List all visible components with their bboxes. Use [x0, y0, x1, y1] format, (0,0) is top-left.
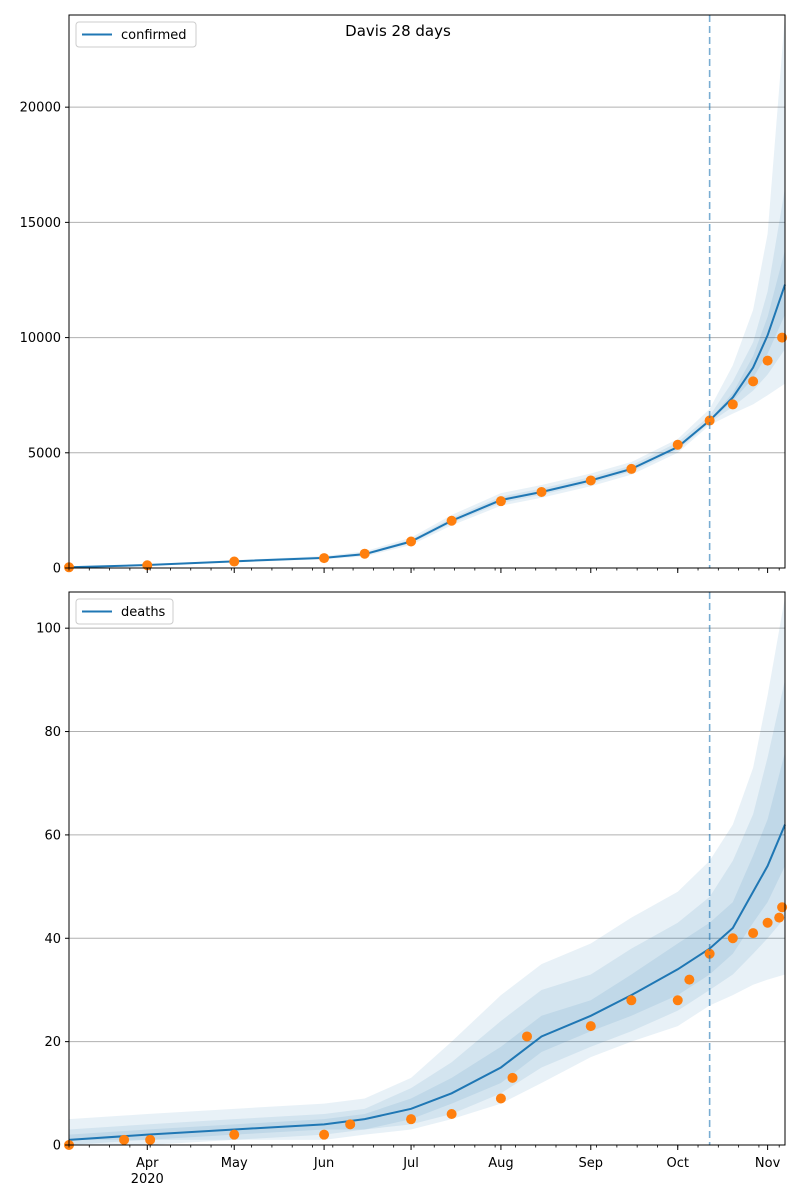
uncertainty-band [69, 679, 785, 1145]
observed-point [626, 463, 637, 474]
observed-point [672, 439, 683, 450]
uncertainty-band [69, 187, 785, 568]
y-tick-label: 10000 [20, 331, 61, 346]
uncertainty-band [69, 250, 785, 568]
observed-point [762, 917, 773, 928]
observed-point [748, 928, 759, 939]
y-tick-label: 60 [44, 828, 61, 843]
uncertainty-band [69, 15, 785, 568]
observed-point [119, 1134, 130, 1145]
observed-point [777, 902, 788, 913]
observed-point [446, 1108, 457, 1119]
plot-frame [68, 591, 786, 1146]
x-tick-label: Oct [667, 1156, 689, 1171]
y-tick-label: 40 [44, 932, 61, 947]
y-axis: 0 5000 10000 15000 20000 [20, 101, 69, 577]
chart-title: Davis 28 days [345, 22, 451, 40]
y-tick-label: 20000 [20, 101, 61, 116]
legend-box [75, 21, 197, 48]
y-tick-label: 100 [36, 622, 61, 637]
x-tick-label: Aug [488, 1156, 513, 1171]
model-layer [68, 284, 786, 569]
observed-point [522, 1031, 533, 1042]
band-layer [69, 15, 785, 568]
legend: deaths [75, 598, 174, 625]
observed-point [319, 1129, 330, 1140]
x-tick-label: Jul [402, 1156, 419, 1171]
observed-point [406, 1114, 417, 1125]
axis-frame [68, 14, 786, 569]
observed-point [319, 553, 330, 564]
observed-point [359, 548, 370, 559]
observed-point [748, 376, 759, 387]
y-tick-label: 0 [53, 1139, 61, 1154]
observed-point [145, 1134, 156, 1145]
y-tick-label: 0 [53, 562, 61, 577]
observed-point [507, 1072, 518, 1083]
observed-point [406, 536, 417, 547]
observed-point [585, 475, 596, 486]
observed-point [774, 912, 785, 923]
uncertainty-band [69, 597, 785, 1145]
observed-point [762, 355, 773, 366]
observed-point [495, 1093, 506, 1104]
legend-label: confirmed [121, 28, 187, 43]
x-tick-label: Nov [755, 1156, 781, 1171]
legend-label: deaths [121, 605, 166, 620]
y-tick-label: 20 [44, 1035, 61, 1050]
observed-point [229, 556, 240, 567]
observed-point [727, 399, 738, 410]
x-year-label: 2020 [131, 1172, 164, 1187]
observed-point [672, 995, 683, 1006]
x-axis [68, 568, 780, 573]
panel-confirmed: 0 5000 10000 15000 20000 confirmed [20, 14, 788, 577]
grid-layer [69, 106, 785, 569]
model-line [68, 824, 786, 1141]
observed-point [345, 1119, 356, 1130]
legend: confirmed [75, 21, 197, 48]
observed-point [626, 995, 637, 1006]
y-tick-label: 80 [44, 725, 61, 740]
observed-point [704, 415, 715, 426]
x-tick-label: Sep [579, 1156, 604, 1171]
x-tick-label: Apr [136, 1156, 159, 1171]
y-tick-label: 5000 [28, 446, 61, 461]
plot-frame [68, 14, 786, 569]
y-tick-label: 15000 [20, 216, 61, 231]
model-layer [68, 824, 786, 1141]
x-tick-label: Jun [313, 1156, 334, 1171]
observed-point [536, 486, 547, 497]
observed-point [229, 1129, 240, 1140]
legend-box [75, 598, 174, 625]
observed-point [446, 515, 457, 526]
observed-point [704, 948, 715, 959]
observed-point [684, 974, 695, 985]
band-layer [69, 597, 785, 1145]
x-tick-label: May [221, 1156, 248, 1171]
model-line [68, 284, 786, 569]
observed-point [727, 933, 738, 944]
y-axis: 0 20 40 60 80 100 [36, 622, 69, 1154]
observed-point [495, 496, 506, 507]
axis-frame [68, 591, 786, 1146]
observed-point [585, 1021, 596, 1032]
observed-point [777, 332, 788, 343]
